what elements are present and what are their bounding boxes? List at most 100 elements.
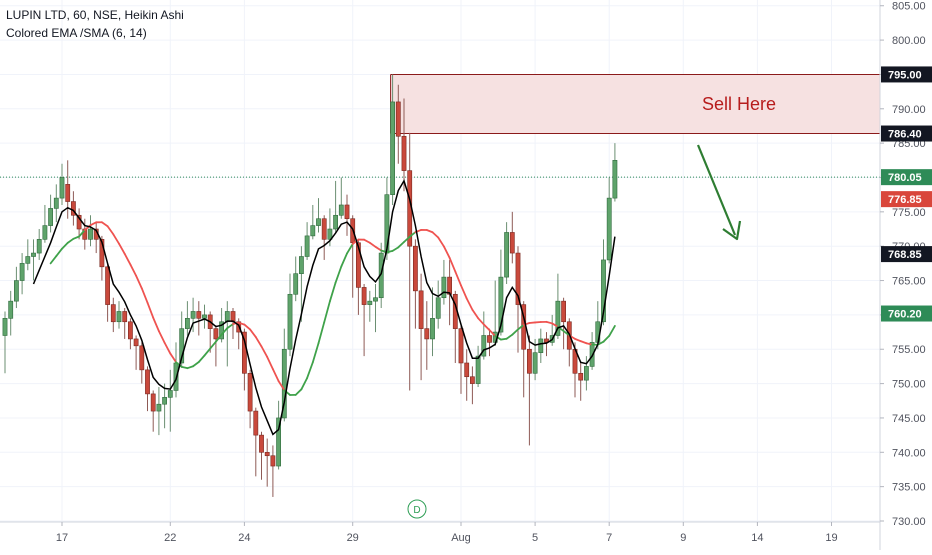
candle-body bbox=[527, 349, 531, 373]
sma-segment bbox=[262, 346, 268, 356]
candle bbox=[562, 298, 566, 350]
candle bbox=[111, 298, 115, 332]
time-tick-label: 24 bbox=[238, 532, 250, 544]
candle bbox=[60, 164, 64, 205]
candle bbox=[254, 408, 258, 477]
sma-segment bbox=[159, 331, 165, 343]
candle bbox=[94, 222, 98, 253]
sma-segment bbox=[427, 230, 433, 232]
sma-segment bbox=[119, 244, 125, 254]
price-tick-label: 745.00 bbox=[892, 413, 926, 425]
price-tick-label: 730.00 bbox=[892, 516, 926, 528]
candle-body bbox=[334, 215, 338, 229]
price-tick-label: 750.00 bbox=[892, 379, 926, 391]
sma-segment bbox=[376, 247, 382, 251]
candle bbox=[265, 439, 269, 487]
candle-body bbox=[197, 311, 201, 318]
candle bbox=[311, 205, 315, 239]
candles bbox=[3, 74, 617, 497]
candle bbox=[362, 284, 366, 356]
candle bbox=[185, 301, 189, 335]
price-tick-label: 775.00 bbox=[892, 207, 926, 219]
candle-body bbox=[294, 274, 298, 295]
candle bbox=[305, 222, 309, 260]
candle bbox=[425, 301, 429, 370]
candle bbox=[322, 215, 326, 260]
sma-segment bbox=[193, 362, 199, 366]
sma-segment bbox=[313, 343, 319, 362]
candle bbox=[339, 177, 343, 218]
candle bbox=[145, 366, 149, 411]
candle-body bbox=[584, 366, 588, 380]
candle bbox=[106, 263, 110, 321]
candle-body bbox=[191, 311, 195, 318]
candle bbox=[163, 384, 167, 429]
candle bbox=[470, 366, 474, 404]
candle-body bbox=[123, 311, 127, 321]
sma-segment bbox=[56, 249, 62, 256]
candle bbox=[128, 318, 132, 349]
sma-segment bbox=[455, 272, 461, 286]
sma-segment bbox=[256, 337, 262, 346]
price-tick-label: 800.00 bbox=[892, 35, 926, 47]
candle-body bbox=[259, 435, 263, 452]
candle-body bbox=[533, 353, 537, 374]
candle-body bbox=[373, 298, 377, 301]
candle-body bbox=[368, 301, 372, 304]
sma-segment bbox=[68, 239, 74, 243]
price-label-text: 786.40 bbox=[888, 129, 922, 141]
sma-segment bbox=[461, 285, 467, 298]
candle-body bbox=[442, 277, 446, 298]
candle bbox=[9, 291, 13, 336]
time-tick-label: 29 bbox=[347, 532, 359, 544]
candle-body bbox=[248, 373, 252, 411]
sma-segment bbox=[165, 343, 171, 354]
candle-body bbox=[43, 226, 47, 240]
sma-segment bbox=[102, 222, 108, 226]
candle-body bbox=[396, 102, 400, 136]
candle bbox=[225, 301, 229, 366]
candle bbox=[88, 215, 92, 246]
candle-body bbox=[185, 318, 189, 328]
candle bbox=[54, 184, 58, 222]
sma-segment bbox=[347, 244, 353, 253]
price-label-text: 795.00 bbox=[888, 69, 922, 81]
sma-segment bbox=[267, 357, 273, 369]
candle-body bbox=[487, 336, 491, 343]
sma-segment bbox=[330, 283, 336, 302]
candle-body bbox=[111, 305, 115, 322]
price-label-text: 768.85 bbox=[888, 249, 922, 261]
candle-body bbox=[14, 281, 18, 302]
candle-body bbox=[231, 311, 235, 321]
candle-body bbox=[254, 411, 258, 435]
candle-body bbox=[134, 339, 138, 346]
sma-segment bbox=[433, 232, 439, 237]
candle-body bbox=[316, 219, 320, 226]
candle-body bbox=[117, 311, 121, 321]
sma-segment bbox=[319, 322, 325, 343]
sell-zone bbox=[391, 74, 880, 133]
candle bbox=[419, 274, 423, 380]
sma-segment bbox=[136, 276, 142, 289]
candle-body bbox=[413, 246, 417, 291]
sma-segment bbox=[148, 303, 154, 318]
price-tick-label: 805.00 bbox=[892, 1, 926, 13]
candle bbox=[368, 291, 372, 322]
candle bbox=[174, 342, 178, 397]
dividend-marker: D bbox=[408, 500, 426, 518]
candle-body bbox=[66, 184, 70, 201]
sma-segment bbox=[581, 341, 587, 343]
candle-body bbox=[345, 205, 349, 219]
candle bbox=[316, 198, 320, 232]
candle-body bbox=[391, 102, 395, 195]
price-axis[interactable]: 730.00735.00740.00745.00750.00755.00760.… bbox=[880, 0, 932, 550]
dividend-text: D bbox=[413, 505, 420, 516]
sma-segment bbox=[250, 329, 256, 337]
candle bbox=[20, 253, 24, 294]
candle bbox=[37, 229, 41, 260]
sma-segment bbox=[341, 253, 347, 266]
candle bbox=[123, 308, 127, 339]
candle-body bbox=[9, 301, 13, 318]
